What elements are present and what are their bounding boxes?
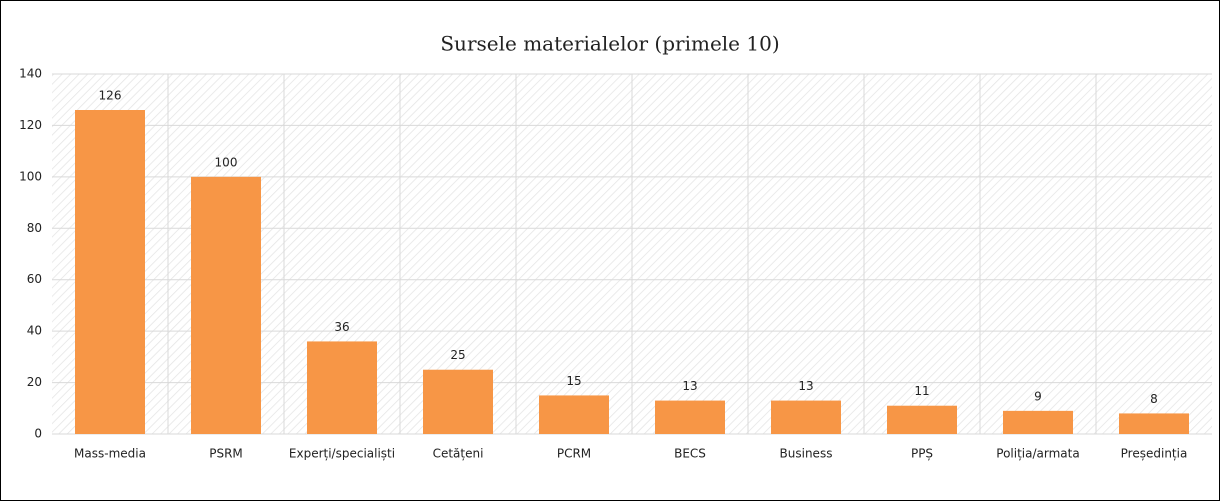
x-tick-label: Președinția [1121,447,1188,461]
x-tick-label: Cetățeni [433,447,484,461]
x-tick-label: Experți/specialiști [289,447,395,461]
x-tick-label: PPȘ [911,447,933,461]
y-tick-label: 120 [19,118,42,132]
x-tick-label: PCRM [557,447,591,461]
x-tick-label: Mass-media [74,447,146,461]
bar [771,400,841,434]
bar [75,110,145,434]
data-label: 13 [798,379,813,393]
bar [307,341,377,434]
x-tick-label: BECS [674,447,706,461]
bar [655,400,725,434]
x-tick-label: Business [780,447,833,461]
bar [1119,413,1189,434]
y-tick-label: 100 [19,169,42,183]
bar [1003,410,1073,434]
bar [423,369,493,434]
data-label: 8 [1150,392,1158,406]
data-label: 9 [1034,389,1042,403]
x-tick-label: Poliția/armata [996,447,1079,461]
y-tick-label: 60 [27,272,42,286]
data-label: 13 [682,379,697,393]
y-tick-label: 40 [27,324,42,338]
y-tick-label: 0 [34,427,42,441]
bar [539,395,609,434]
data-label: 11 [914,384,929,398]
y-tick-label: 80 [27,221,42,235]
data-label: 15 [566,374,581,388]
y-tick-label: 140 [19,67,42,81]
bar [887,405,957,434]
data-label: 126 [99,89,122,103]
data-label: 100 [215,155,238,169]
data-label: 25 [450,348,465,362]
data-label: 36 [334,320,349,334]
chart-title: Sursele materialelor (primele 10) [440,32,779,56]
y-tick-label: 20 [27,375,42,389]
bar [191,176,261,434]
x-tick-label: PSRM [209,447,243,461]
